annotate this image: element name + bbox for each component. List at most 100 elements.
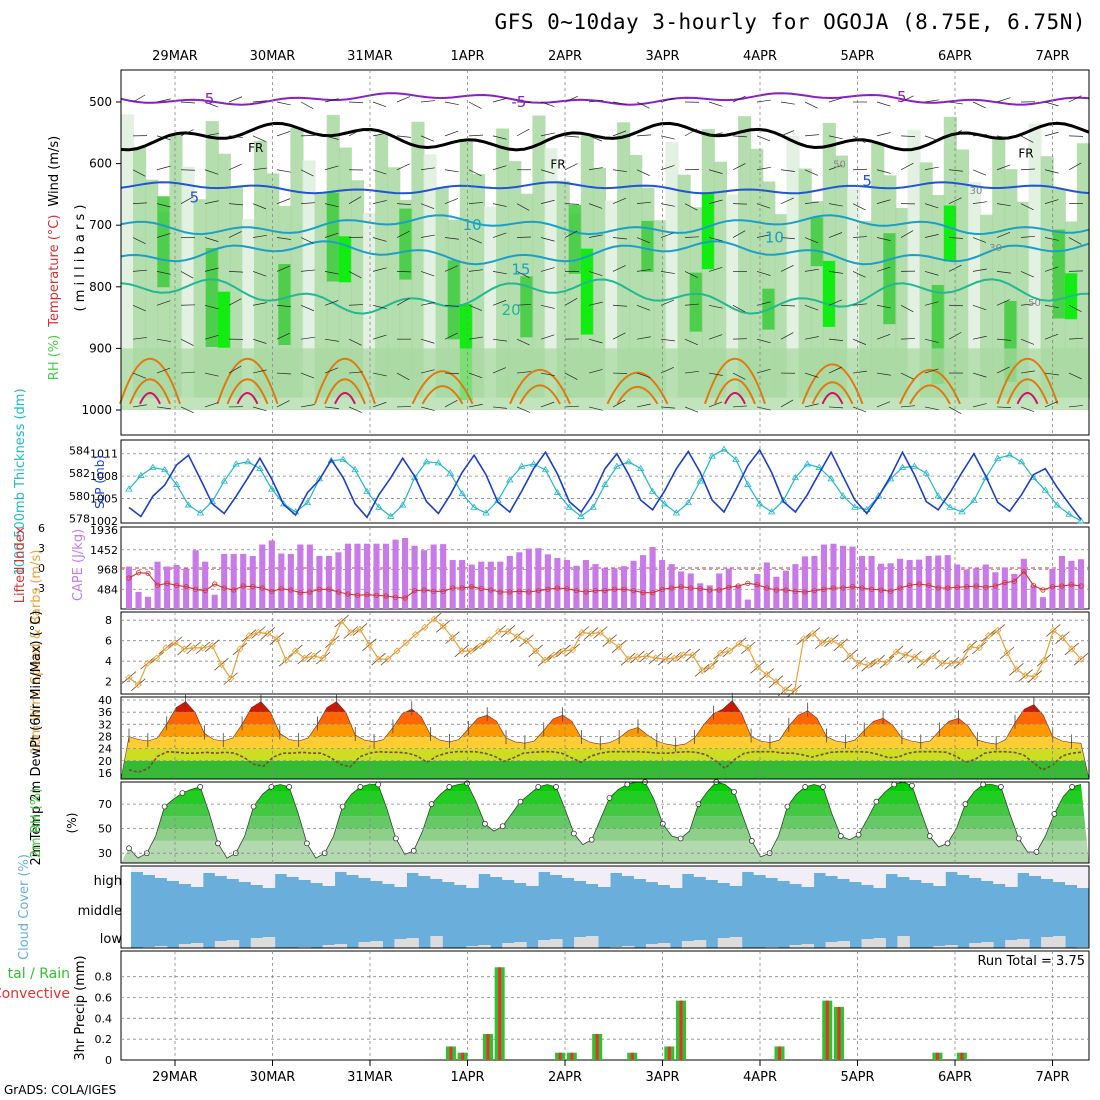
high-cloud-gap [490, 866, 503, 877]
cape-bar [935, 555, 942, 609]
upper-wind-barb [444, 265, 458, 272]
wind-speed-point [1077, 655, 1085, 663]
cape-bar [754, 573, 761, 609]
thickness-point [482, 509, 490, 516]
upper-wind-barb [516, 128, 530, 137]
lifted-index-point [440, 588, 446, 594]
upper-wind-barb [324, 203, 339, 208]
thickness-point [898, 463, 907, 470]
lifted-index-point [849, 584, 856, 590]
upper-wind-barb [804, 268, 819, 272]
rh-tick: 70 [98, 798, 112, 811]
lifted-index-point [364, 592, 370, 598]
high-cloud-gap [394, 866, 407, 887]
pressure-tick-label: 1000 [81, 403, 112, 417]
high-cloud-gap [358, 866, 371, 878]
upper-wind-barb [588, 369, 603, 374]
wind-speed-point [301, 654, 309, 662]
upper-wind-barb [492, 299, 507, 306]
pressure-tick-label: 500 [89, 95, 112, 109]
lifted-index-point [821, 586, 827, 592]
upper-wind-barb [564, 405, 579, 408]
cloud-level-label: high [94, 874, 122, 889]
wind-speed-point [217, 660, 225, 668]
wind-speed-point [938, 659, 946, 667]
upper-wind-barb [276, 372, 291, 375]
isotherm-line [120, 181, 1090, 195]
upper-wind-barb [660, 203, 675, 207]
thickness-tick: 584 [69, 444, 90, 457]
lifted-index-point [164, 580, 170, 586]
cape-bar [944, 555, 951, 609]
wind-speed-point [504, 627, 512, 636]
thickness-point [874, 492, 883, 499]
precip-tick: 0.6 [95, 992, 113, 1005]
upper-wind-barb [252, 100, 267, 103]
upper-air-panel: -5 -5 -5 FR FR FR 5 5 10 10 15 20 50 30 30 50 500 600 700 8… [47, 69, 1090, 436]
upper-wind-barb [372, 334, 387, 340]
low-cloud-gap [538, 940, 551, 948]
lifted-index-point [945, 585, 951, 591]
wind-speed-point [411, 630, 420, 639]
upper-wind-barb [900, 338, 915, 340]
lifted-index-point [840, 585, 846, 591]
cape-bar [582, 560, 590, 609]
wind-speed-point [587, 629, 595, 638]
wind-speed-point [911, 653, 919, 661]
upper-wind-barb [804, 169, 818, 176]
cape-bar [697, 583, 704, 609]
thickness-point [1053, 501, 1061, 508]
wind-speed-point [901, 651, 909, 659]
isotherm-label: -5 [892, 88, 907, 106]
upper-wind-barb [588, 203, 603, 209]
high-cloud-gap [610, 866, 623, 873]
rh-point [410, 847, 417, 854]
cape-bar [278, 553, 285, 609]
rh-shade-column [798, 168, 812, 398]
top-day-label: 30MAR [250, 49, 296, 64]
surface-isotherm-arc [226, 378, 269, 405]
thickness-point [256, 464, 264, 472]
high-cloud-gap [873, 866, 886, 888]
wind-ylabel: 10m Wind Speed & Barbs (m/s) [29, 550, 44, 755]
rh-moist-band [157, 196, 171, 288]
high-cloud-gap [550, 866, 563, 875]
upper-wind-barb [468, 372, 483, 379]
lifted-index-point [592, 588, 599, 594]
wind-speed-point [310, 652, 318, 660]
lifted-index-point [811, 588, 818, 594]
cape-bar [411, 545, 418, 609]
low-cloud-gap [801, 944, 815, 948]
upper-wind-barb [156, 300, 171, 306]
thickness-point [636, 464, 645, 472]
rh-point [677, 835, 684, 842]
upper-wind-barb [996, 231, 1011, 238]
high-cloud-gap [897, 866, 910, 877]
low-cloud-gap [945, 945, 958, 948]
temperature-band [121, 700, 1089, 713]
thickness-point [791, 473, 800, 481]
upper-panel-frame [120, 69, 1090, 436]
high-cloud-gap [131, 866, 144, 872]
low-cloud-gap [1053, 936, 1066, 948]
upper-wind-barb [444, 400, 458, 408]
wind-speed-point [615, 643, 623, 651]
upper-wind-barb [1020, 406, 1035, 413]
wind-speed-point [393, 647, 401, 655]
rh-point [482, 820, 488, 827]
lifted-index-point [411, 588, 418, 594]
lifted-index-point [383, 593, 389, 599]
upper-wind-barb [660, 97, 675, 103]
wind-speed-point [550, 651, 558, 659]
wind-speed-point [282, 656, 290, 664]
lifted-index-point [392, 594, 399, 600]
upper-wind-barb [924, 99, 939, 103]
upper-wind-barb [900, 230, 914, 238]
precip-panel: 0.8 0.6 0.4 0.2 0 Run Total = 3.75 tal / Rain C… [0, 950, 1090, 1067]
upper-wind-barb [372, 132, 387, 137]
upper-wind-barb [684, 128, 698, 137]
wind-speed-point [421, 623, 429, 631]
upper-wind-barb [780, 332, 794, 340]
upper-wind-barb [588, 167, 603, 171]
upper-wind-barb [132, 337, 147, 340]
